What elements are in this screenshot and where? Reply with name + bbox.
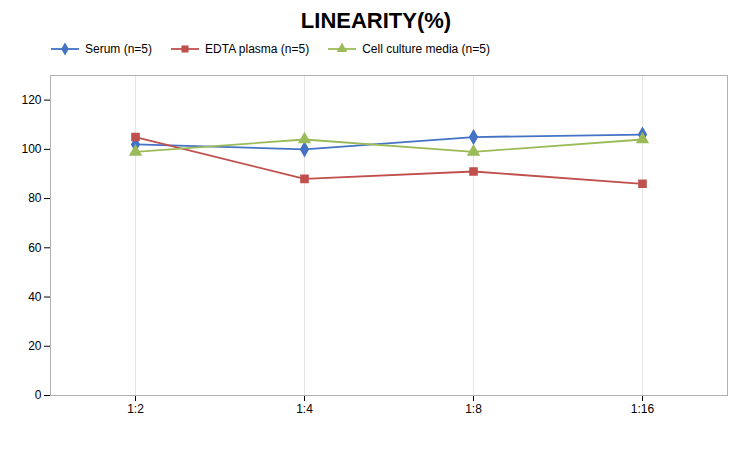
svg-text:40: 40 (28, 290, 42, 304)
svg-text:20: 20 (28, 339, 42, 353)
svg-text:60: 60 (28, 241, 42, 255)
svg-text:1:8: 1:8 (465, 402, 482, 416)
svg-text:0: 0 (35, 388, 42, 402)
html-text:Cell culture media (n=5): Cell culture media (n=5) (362, 42, 490, 56)
svg-text:1:2: 1:2 (127, 402, 144, 416)
svg-text:1:16: 1:16 (631, 402, 655, 416)
html-text:EDTA plasma (n=5): EDTA plasma (n=5) (205, 42, 310, 56)
svg-text:100: 100 (21, 142, 41, 156)
svg-text:120: 120 (21, 93, 41, 107)
html-text:Serum (n=5): Serum (n=5) (85, 42, 152, 56)
html-text:LINEARITY(%): LINEARITY(%) (300, 8, 452, 33)
svg-text:1:4: 1:4 (296, 402, 313, 416)
svg-text:80: 80 (28, 191, 42, 205)
